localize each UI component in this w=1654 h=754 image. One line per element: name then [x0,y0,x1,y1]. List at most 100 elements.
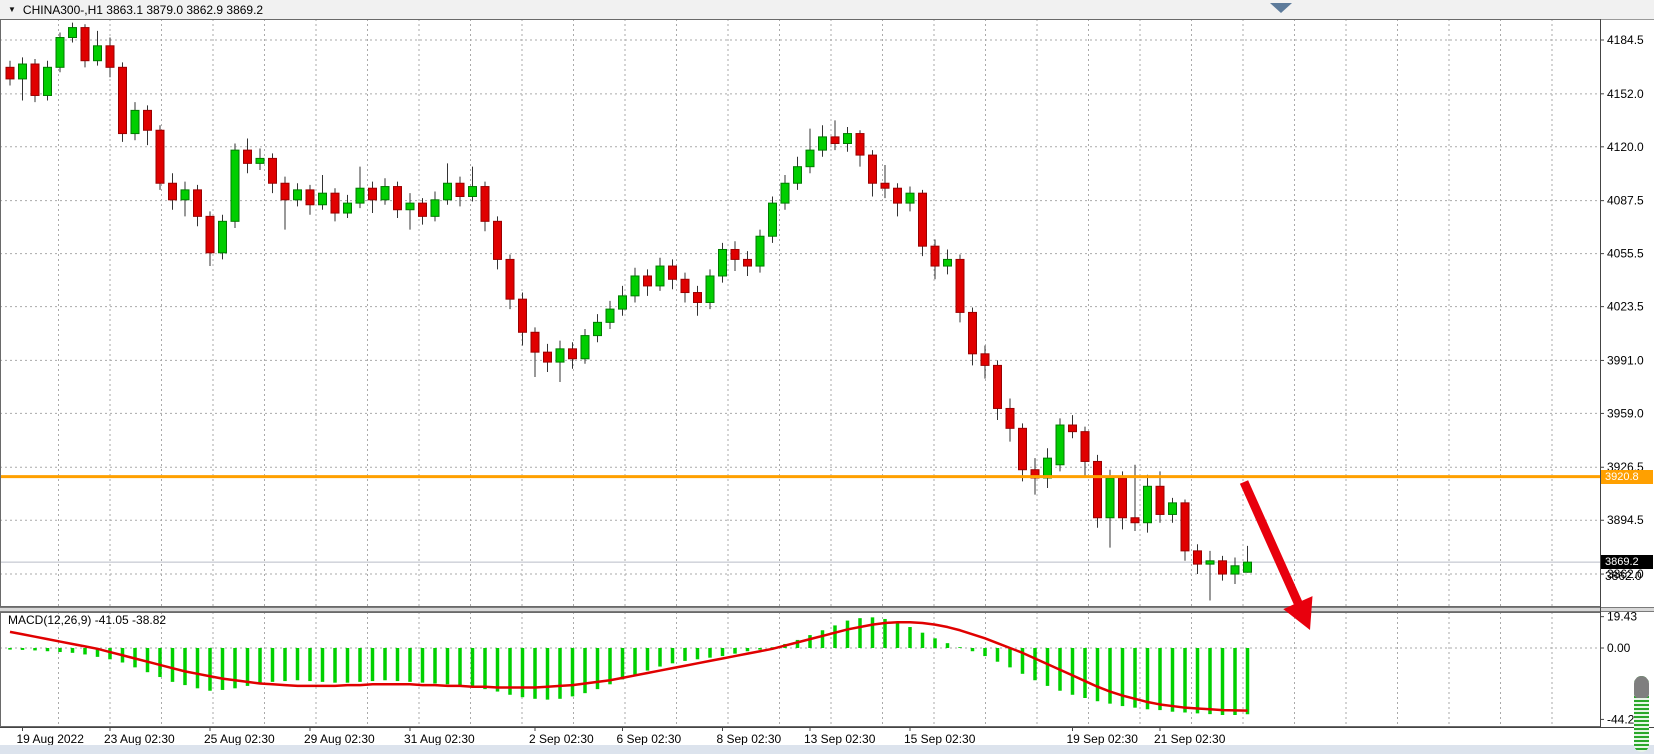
candle-bull [318,192,327,206]
candle-bear [268,157,277,184]
bottom-strip [0,745,1654,754]
candle-bull [705,275,715,303]
candle-bear [955,258,965,313]
chart-shift-marker-icon[interactable] [1270,3,1292,13]
red-arrow-annotation[interactable] [1239,480,1313,630]
symbol-dropdown-icon[interactable]: ▼ [8,5,16,14]
candle-bull [755,235,765,267]
candle-bear [5,66,15,80]
candle-bear [893,187,902,204]
candle-bear [730,248,740,260]
candle-bear [1155,485,1165,515]
candle-bull [218,220,227,254]
candle-bear [1080,431,1090,462]
candle-bear [1218,560,1227,575]
macd-tick-label: 0.00 [1607,641,1631,655]
price-tick-label: 4184.5 [1607,33,1644,47]
candle-bull [1205,560,1215,565]
candle-bull [180,189,190,201]
candle-bull [1230,565,1240,575]
price-tick-label: 3894.5 [1607,513,1644,527]
candle-bull [380,186,390,201]
candle-bear [418,202,427,217]
candle-bull [1055,424,1065,466]
candle-bull [655,265,665,287]
price-tick-label: 4087.5 [1607,194,1644,208]
candle-bull [605,308,615,323]
candle-bear [1005,407,1015,429]
price-tick-label: 4055.5 [1607,247,1644,261]
candle-bear [968,311,977,355]
candle-bull [818,136,827,151]
price-tick-label: 4120.0 [1607,140,1644,154]
axis-labels: 4184.5 4152.0 4120.0 4087.5 4055.5 4023.5 3991… [17,33,1645,746]
candle-bull [130,109,140,135]
candle-bull [1043,457,1052,479]
candle-bear [1093,460,1102,519]
candle-bull [43,66,52,96]
candle-bear [30,63,40,96]
candle-bear [680,278,690,294]
candle-bear [668,265,677,280]
time-tick-label: 29 Aug 02:30 [304,732,375,746]
candle-bull [805,149,815,168]
candle-bull [618,295,627,310]
candle-bear [1193,550,1202,565]
candle-bear [193,189,202,217]
candle-bear [930,245,940,267]
candle-bear [1068,424,1077,433]
candle-bear [643,275,652,287]
current-price-badge: 3869.2 [1601,555,1653,569]
axis-ticks [22,39,1604,731]
candle-bear [830,136,840,145]
candle-bull [630,275,640,297]
macd-histogram-layer [8,617,1250,715]
vertical-scrollbar[interactable] [1634,676,1649,752]
candle-bull [68,27,77,39]
time-tick-label: 19 Sep 02:30 [1067,732,1139,746]
candle-bear [543,351,552,363]
main-panel-border [0,19,1601,607]
candle-bull [780,182,790,204]
time-tick-label: 13 Sep 02:30 [804,732,876,746]
candle-bear [693,292,702,303]
candle-bull [793,166,802,184]
candle-bear [505,258,515,300]
panel-separator[interactable] [0,607,1654,612]
candle-bear [568,348,577,360]
candle-bear [880,182,890,189]
candle-bear [280,182,290,201]
candle-bull [843,133,852,144]
candle-bear [243,149,252,164]
price-tick-label: 3862.0 [1607,567,1644,581]
time-tick-label: 15 Sep 02:30 [904,732,976,746]
candle-bear [918,192,927,247]
candle-bear [868,154,877,184]
time-tick-label: 23 Aug 02:30 [104,732,175,746]
scrollbar-thumb[interactable] [1634,676,1649,698]
macd-tick-label: -44.27 [1607,712,1641,726]
candle-bear [205,215,215,254]
candle-bull [555,348,565,363]
candle-bear [993,364,1002,409]
candle-bull [255,157,265,164]
hline-price-badge: 3920.8 [1601,470,1653,484]
candle-bull [580,335,590,360]
candle-bear [518,298,527,333]
time-tick-label: 8 Sep 02:30 [717,732,782,746]
time-tick-label: 19 Aug 2022 [17,732,85,746]
time-tick-label: 6 Sep 02:30 [617,732,682,746]
candle-bull [943,258,952,267]
candle-bear [305,189,315,206]
candle-bear [530,331,540,353]
candle-bear [455,182,465,197]
candle-bull [768,202,777,237]
candle-bear [105,45,115,68]
candle-bull [1243,561,1252,573]
candle-bull [18,63,27,80]
time-tick-label: 25 Aug 02:30 [204,732,275,746]
candle-bull [443,182,452,201]
candle-bear [1018,427,1027,471]
candle-bear [393,186,402,211]
